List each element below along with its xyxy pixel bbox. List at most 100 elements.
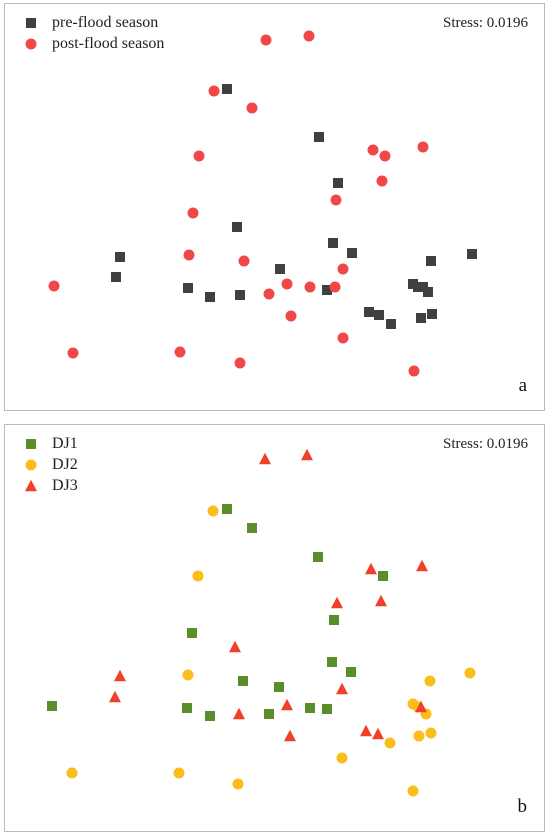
legend-label: DJ3: [52, 476, 78, 494]
data-point-circle: [330, 194, 342, 206]
data-point-square: [423, 287, 433, 297]
data-point-triangle: [416, 559, 428, 572]
data-point-triangle: [375, 594, 387, 607]
data-point-circle: [304, 281, 316, 293]
data-point-triangle: [109, 690, 121, 703]
data-point-square: [347, 248, 357, 258]
scatter-plot-area: [48, 30, 477, 377]
data-point-circle: [464, 667, 476, 679]
data-point-square: [364, 307, 374, 317]
data-point-square: [205, 292, 215, 302]
panel-label: a: [518, 375, 527, 396]
data-point-triangle: [365, 562, 377, 575]
data-point-square: [328, 238, 338, 248]
nmds-plot-panel-b: DJ1 DJ2 DJ3 Stress: 0.0196 b: [4, 424, 545, 832]
data-point-triangle: [331, 596, 343, 609]
data-point-square: [111, 272, 121, 282]
legend-label: pre-flood season: [52, 13, 159, 31]
data-point-triangle: [284, 729, 296, 742]
data-point-circle: [260, 34, 272, 46]
data-point-triangle: [336, 682, 348, 695]
legend-triangle-marker: [25, 479, 37, 491]
data-point-square: [274, 682, 284, 692]
data-point-triangle: [233, 707, 245, 720]
data-point-square: [333, 178, 343, 188]
data-point-square: [427, 309, 437, 319]
legend-square-marker: [26, 17, 36, 28]
data-point-circle: [232, 778, 244, 790]
data-point-circle: [67, 347, 79, 359]
data-point-square: [426, 256, 436, 266]
data-point-triangle: [415, 700, 427, 713]
data-point-square: [235, 290, 245, 300]
data-point-square: [374, 310, 384, 320]
data-point-square: [238, 676, 248, 686]
data-point-square: [47, 701, 57, 711]
panel-label: b: [517, 796, 528, 817]
data-point-triangle: [229, 640, 241, 653]
data-point-square: [322, 285, 332, 295]
data-point-square: [183, 283, 193, 293]
data-point-square: [222, 84, 232, 94]
legend-item: post-flood season: [22, 33, 164, 54]
data-point-triangle: [114, 669, 126, 682]
data-point-circle: [384, 737, 396, 749]
data-point-square: [222, 504, 232, 514]
data-point-triangle: [281, 698, 293, 711]
data-point-circle: [407, 785, 419, 797]
data-point-circle: [238, 255, 250, 267]
data-point-circle: [208, 85, 220, 97]
data-point-circle: [425, 727, 437, 739]
data-point-square: [264, 709, 274, 719]
data-point-circle: [263, 288, 275, 300]
data-point-circle: [234, 357, 246, 369]
data-point-circle: [424, 675, 436, 687]
legend: DJ1 DJ2 DJ3: [22, 433, 78, 496]
data-point-circle: [183, 249, 195, 261]
data-point-circle: [207, 505, 219, 517]
legend-square-marker: [26, 438, 36, 449]
data-point-square: [187, 628, 197, 638]
data-point-square: [467, 249, 477, 259]
legend-item: DJ3: [22, 475, 78, 496]
legend-circle-marker: [25, 38, 37, 49]
data-point-square: [205, 711, 215, 721]
data-point-circle: [329, 281, 341, 293]
data-point-circle: [281, 278, 293, 290]
data-point-circle: [174, 346, 186, 358]
data-point-triangle: [360, 724, 372, 737]
data-point-square: [275, 264, 285, 274]
data-point-square: [232, 222, 242, 232]
nmds-plot-panel-a: pre-flood season post-flood season Stress…: [4, 3, 545, 411]
data-point-triangle: [259, 452, 271, 465]
data-point-circle: [408, 365, 420, 377]
data-point-circle: [413, 730, 425, 742]
data-point-square: [327, 657, 337, 667]
data-point-square: [115, 252, 125, 262]
data-point-square: [416, 313, 426, 323]
legend-label: DJ2: [52, 455, 78, 473]
stress-annotation: Stress: 0.0196: [442, 436, 528, 452]
legend-item: DJ1: [22, 433, 78, 454]
data-point-circle: [285, 310, 297, 322]
data-point-square: [386, 319, 396, 329]
scatter-plot-area: [47, 448, 476, 797]
data-point-circle: [187, 207, 199, 219]
data-point-circle: [246, 102, 258, 114]
legend-label: post-flood season: [52, 34, 165, 52]
legend-label: DJ1: [52, 434, 78, 452]
data-point-circle: [379, 150, 391, 162]
legend-item: pre-flood season: [22, 12, 164, 33]
data-point-square: [329, 615, 339, 625]
legend-circle-marker: [25, 459, 37, 470]
data-point-triangle: [301, 448, 313, 461]
data-point-square: [313, 552, 323, 562]
data-point-circle: [192, 570, 204, 582]
data-point-circle: [303, 30, 315, 42]
stress-annotation: Stress: 0.0196: [442, 15, 528, 31]
data-point-square: [378, 571, 388, 581]
data-point-circle: [193, 150, 205, 162]
data-point-square: [314, 132, 324, 142]
data-point-square: [247, 523, 257, 533]
data-point-triangle: [372, 727, 384, 740]
